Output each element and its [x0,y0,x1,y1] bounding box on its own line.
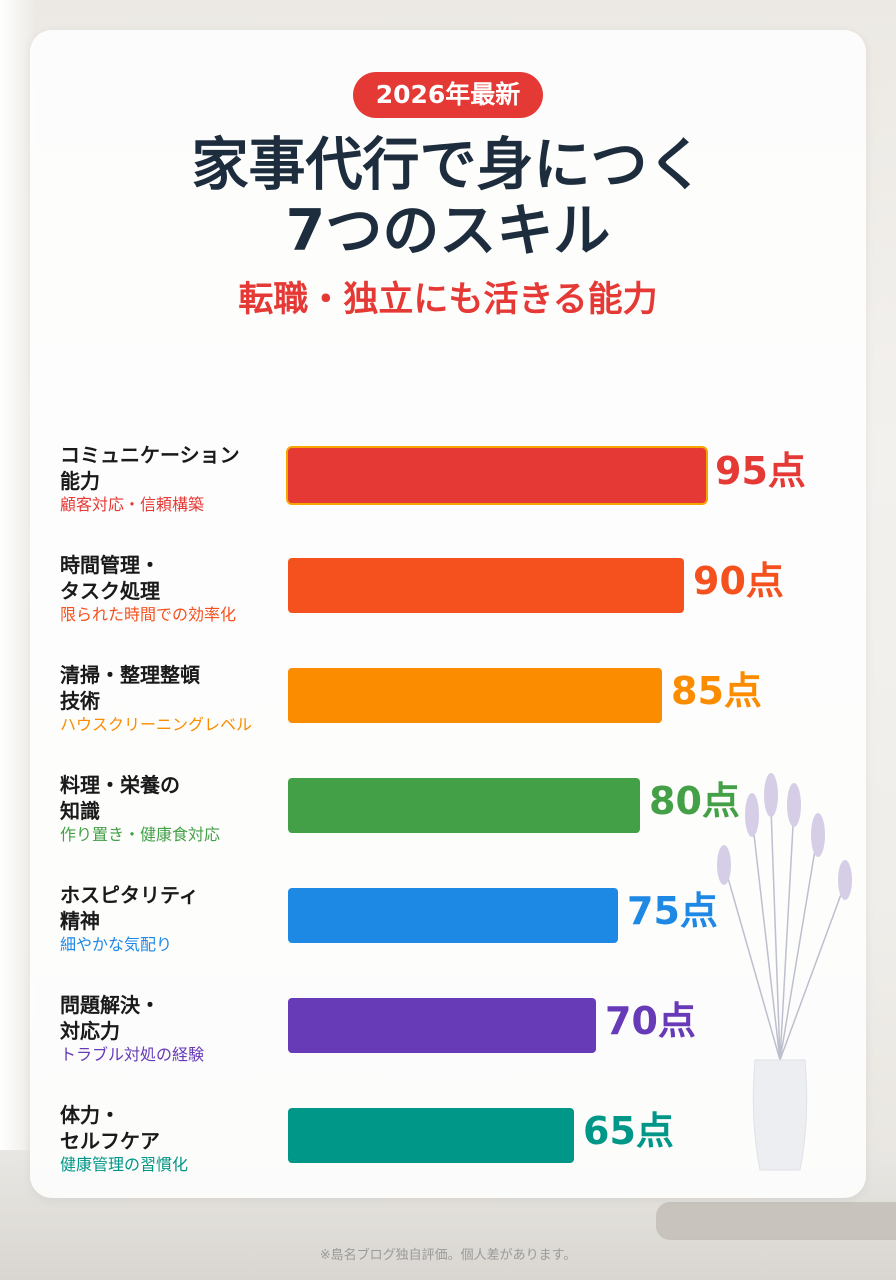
skill-bar [288,888,618,943]
skill-name: 技術 [60,689,100,713]
skill-score-label: 70点 [605,999,696,1043]
skill-name: 知識 [60,799,100,823]
skill-name: 対応力 [60,1019,120,1043]
skill-subtitle: 顧客対応・信頼構築 [60,495,205,514]
skill-name: 精神 [60,909,100,933]
skill-name: 料理・栄養の [60,773,180,797]
skill-subtitle: トラブル対処の経験 [60,1045,205,1064]
skill-name: 体力・ [60,1103,120,1127]
skill-subtitle: 細やかな気配り [60,935,173,954]
skill-score-label: 85点 [671,669,762,713]
lavender-vase-image [717,773,852,1171]
skill-name: 問題解決・ [60,993,160,1017]
skill-name: ホスピタリティ [60,883,199,907]
skill-name: コミュニケーション [60,443,240,467]
skill-subtitle: 健康管理の習慣化 [60,1155,189,1174]
skill-name: 能力 [60,469,100,493]
skill-name: 時間管理・ [60,553,160,577]
page-title-line1: 家事代行で身につく [191,132,705,198]
skill-name: タスク処理 [60,579,160,603]
skill-score-label: 80点 [649,779,740,823]
page-subtitle: 転職・独立にも活きる能力 [238,280,658,320]
skill-subtitle: ハウスクリーニングレベル [60,715,253,734]
skill-name: セルフケア [60,1129,160,1153]
skill-bar [288,998,596,1053]
background-tray [656,1202,896,1240]
footnote: ※島名ブログ独自評価。個人差があります。 [319,1248,577,1263]
skill-subtitle: 限られた時間での効率化 [60,605,237,624]
skill-name: 清掃・整理整頓 [60,663,200,687]
skill-bar [288,558,684,613]
skill-score-label: 95点 [715,449,806,493]
skill-score-label: 75点 [627,889,718,933]
skill-score-label: 65点 [583,1109,674,1153]
skill-score-label: 90点 [693,559,784,603]
year-badge: 2026年最新 [353,72,543,118]
skill-bar [288,668,662,723]
skill-bar [288,778,640,833]
skill-subtitle: 作り置き・健康食対応 [60,825,221,844]
skill-bar [288,1108,574,1163]
page-title-line2: 7つのスキル [285,198,611,264]
skill-bar [288,448,706,503]
